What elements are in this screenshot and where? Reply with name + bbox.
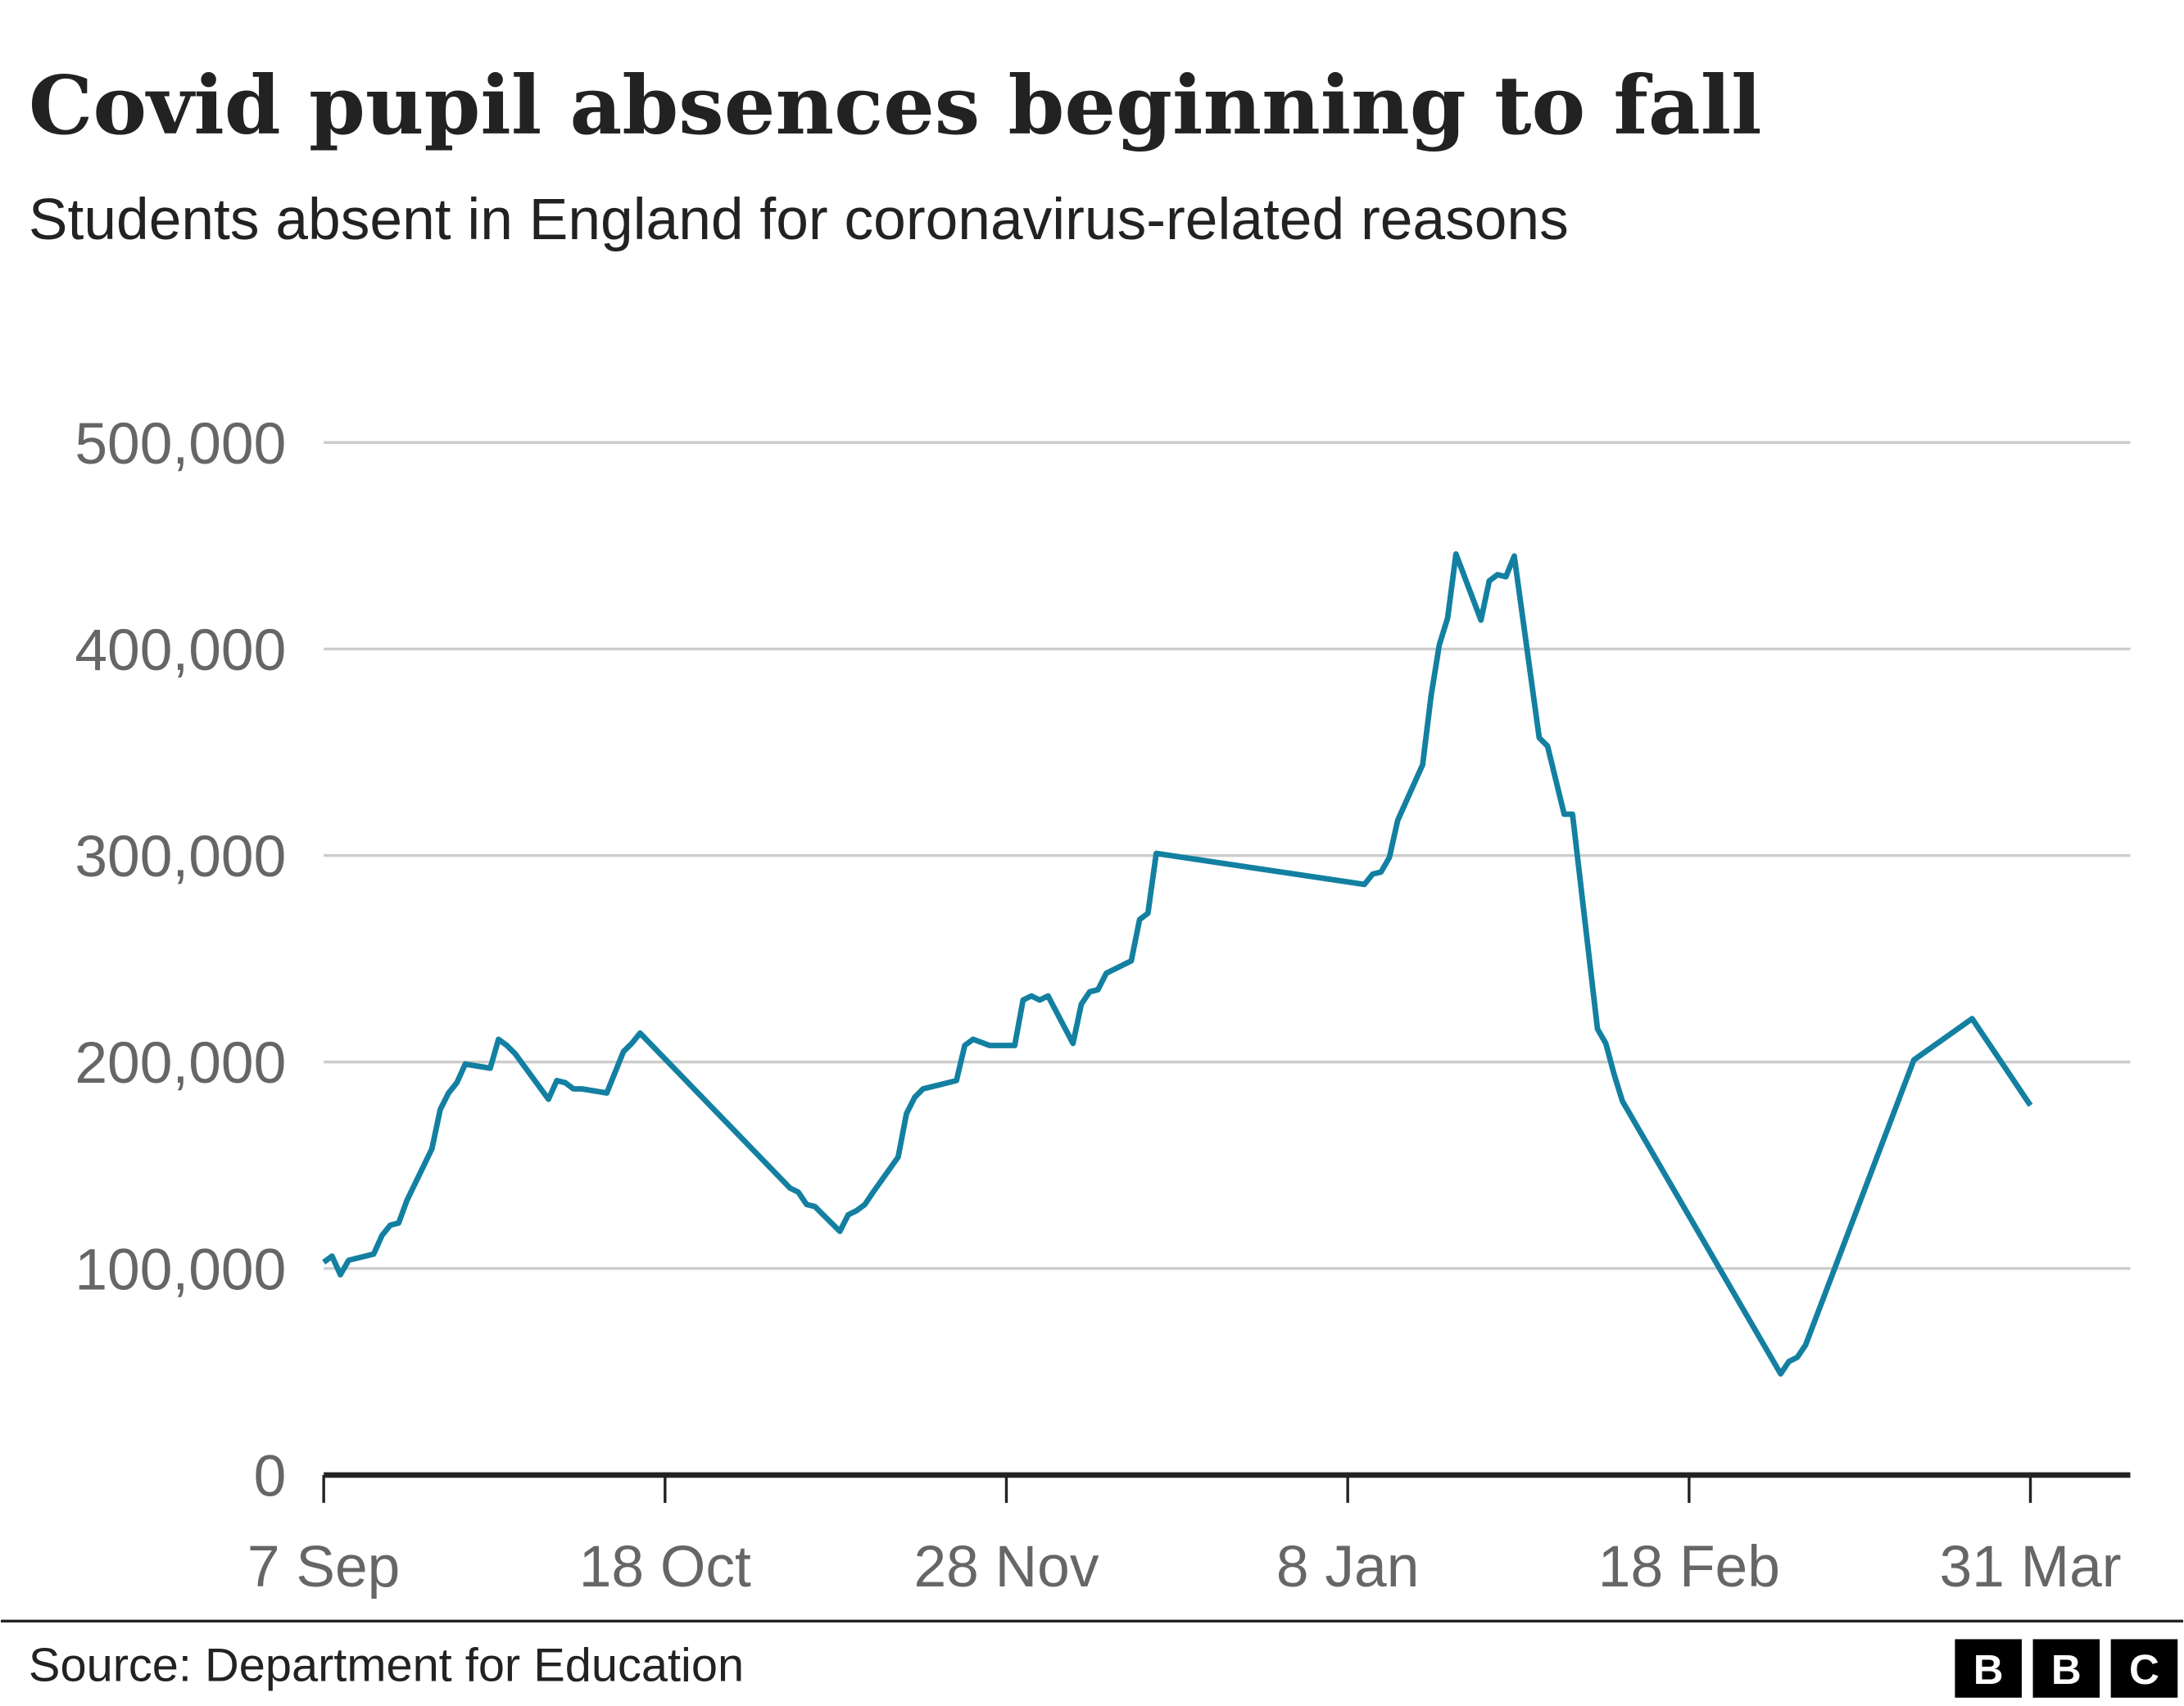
data-line [322, 551, 2033, 1377]
y-tick-label: 100,000 [75, 1237, 286, 1302]
y-tick-label: 500,000 [75, 411, 286, 477]
y-tick-label: 400,000 [75, 618, 286, 683]
x-tick-label: 8 Jan [1276, 1534, 1420, 1600]
x-tick-label: 28 Nov [913, 1534, 1099, 1600]
y-tick-label: 200,000 [75, 1030, 286, 1096]
source: Source: Department for Education [29, 1639, 744, 1691]
logo-box [2032, 1639, 2100, 1698]
x-tick-label: 18 Oct [579, 1534, 751, 1600]
logo-letter: B [2051, 1646, 2082, 1693]
logo-letter: B [1973, 1646, 2004, 1693]
logo-box [1955, 1639, 2022, 1698]
y-tick-label: 300,000 [75, 824, 286, 889]
chart-subtitle: Students absent in England for coronavir… [29, 187, 1569, 252]
logo-box [2110, 1639, 2178, 1698]
logo-letter: C [2129, 1646, 2159, 1693]
chart-title: Covid pupil absences beginning to fall [29, 58, 1762, 153]
y-tick-label: 0 [254, 1443, 287, 1509]
x-tick-label: 31 Mar [1939, 1534, 2121, 1600]
x-tick-label: 7 Sep [247, 1534, 400, 1600]
x-tick-label: 18 Feb [1598, 1534, 1780, 1600]
